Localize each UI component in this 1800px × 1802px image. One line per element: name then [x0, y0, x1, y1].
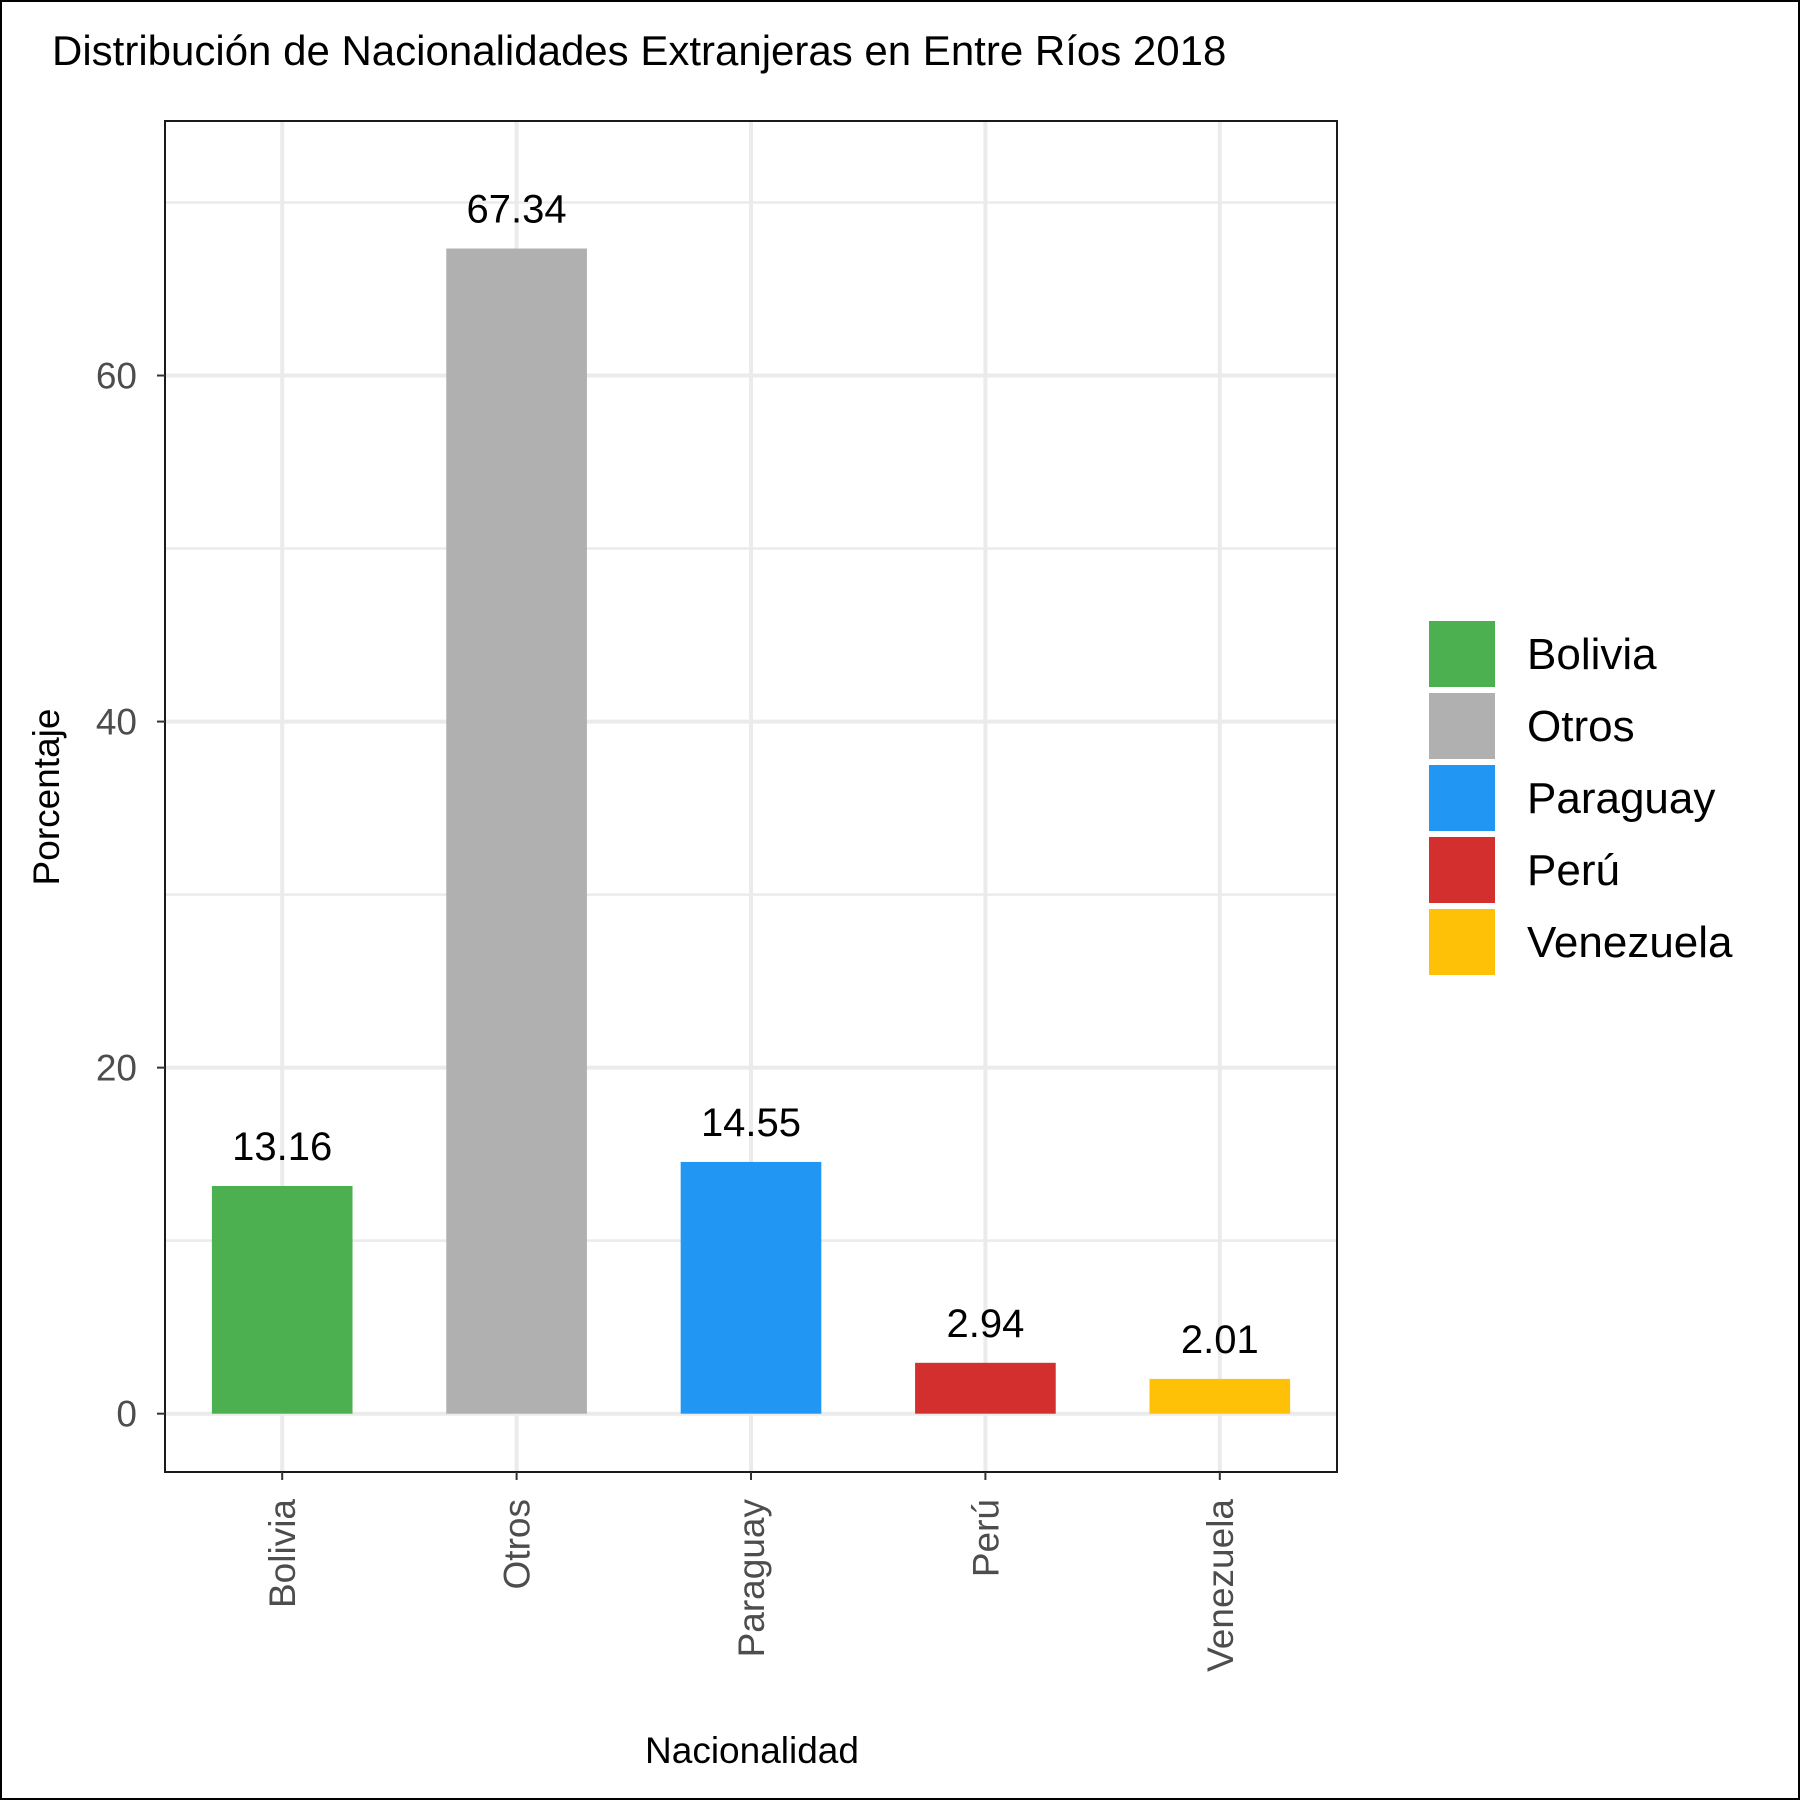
bar-perú: [915, 1362, 1056, 1414]
y-axis-title: Porcentaje: [26, 709, 67, 886]
legend-key: [1429, 837, 1495, 903]
legend-key: [1429, 621, 1495, 687]
x-tick-label: Paraguay: [731, 1499, 772, 1658]
bar-otros: [446, 248, 587, 1414]
legend: Bolivia Otros Paraguay Perú Venezuela: [1429, 621, 1733, 975]
bar-bolivia: [211, 1185, 353, 1414]
x-tick-label: Otros: [497, 1499, 538, 1589]
legend-key: [1429, 909, 1495, 975]
x-tick-label: Bolivia: [262, 1499, 303, 1608]
value-labels: 13.16 67.34 14.55 2.94 2.01: [232, 188, 1259, 1362]
y-tick-label: 0: [116, 1394, 137, 1435]
y-tick-label: 20: [96, 1048, 137, 1089]
y-tick-label: 40: [96, 702, 137, 743]
bar-venezuela: [1149, 1378, 1291, 1414]
legend-key: [1429, 693, 1495, 759]
legend-label: Bolivia: [1527, 630, 1657, 679]
y-tick-label: 60: [96, 356, 137, 397]
legend-label: Venezuela: [1527, 918, 1733, 967]
value-label: 67.34: [467, 188, 567, 232]
value-label: 13.16: [232, 1125, 332, 1169]
legend-label: Otros: [1527, 702, 1635, 751]
bar-paraguay: [680, 1161, 822, 1414]
x-axis-title: Nacionalidad: [645, 1730, 859, 1771]
value-label: 2.94: [946, 1302, 1024, 1346]
x-tick-label: Perú: [965, 1499, 1006, 1577]
x-axis: Bolivia Otros Paraguay Perú Venezuela: [262, 1472, 1241, 1672]
value-label: 2.01: [1181, 1318, 1259, 1362]
legend-key: [1429, 765, 1495, 831]
x-tick-label: Venezuela: [1200, 1499, 1241, 1672]
value-label: 14.55: [701, 1101, 801, 1145]
legend-label: Paraguay: [1527, 774, 1715, 823]
chart-title: Distribución de Nacionalidades Extranjer…: [52, 27, 1226, 74]
bars: [211, 248, 1291, 1414]
legend-label: Perú: [1527, 846, 1620, 895]
y-axis: 0 20 40 60: [96, 356, 165, 1435]
